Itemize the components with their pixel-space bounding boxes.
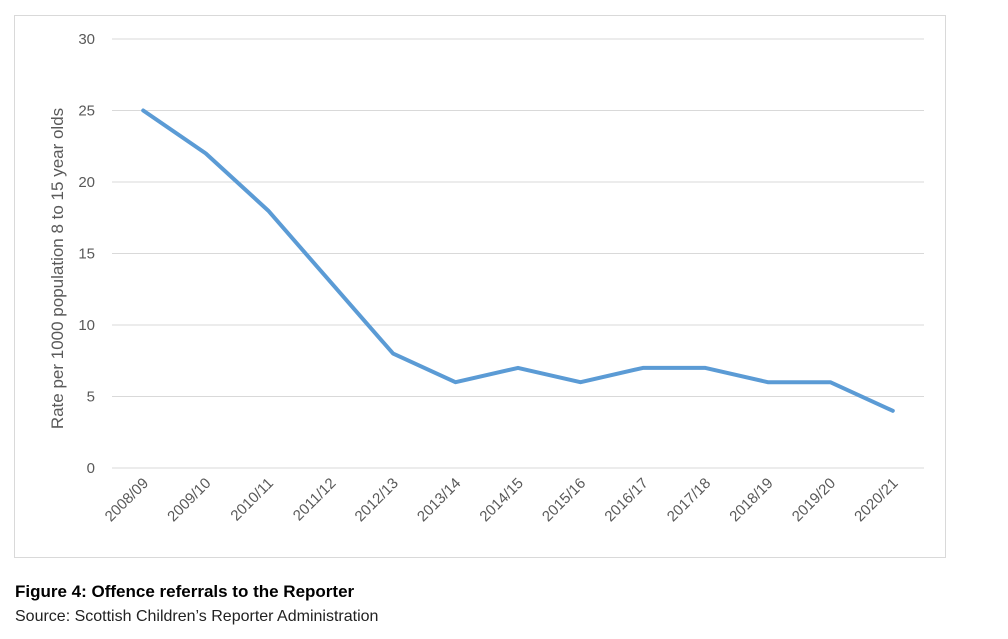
data-point bbox=[330, 281, 332, 283]
data-point bbox=[142, 110, 144, 111]
x-tick-label: 2013/14 bbox=[414, 475, 464, 525]
data-point bbox=[267, 210, 269, 212]
data-point bbox=[455, 381, 457, 383]
y-tick-label: 30 bbox=[78, 31, 95, 48]
series-line-0 bbox=[141, 108, 895, 413]
line-chart: 0 5 10 15 20 25 30 Rate per 1000 population 8 t… bbox=[48, 31, 924, 525]
data-point bbox=[767, 381, 769, 383]
data-point bbox=[892, 410, 894, 412]
y-tick-label: 20 bbox=[78, 174, 95, 191]
x-tick-label: 2019/20 bbox=[789, 475, 839, 525]
x-tick-label: 2009/10 bbox=[164, 475, 214, 525]
x-tick-label: 2008/09 bbox=[102, 475, 152, 525]
x-tick-label: 2016/17 bbox=[601, 475, 651, 525]
data-point bbox=[392, 353, 394, 355]
data-point bbox=[829, 381, 831, 383]
figure-title: Figure 4: Offence referrals to the Repor… bbox=[15, 582, 355, 601]
data-point bbox=[704, 367, 706, 369]
data-point bbox=[517, 367, 519, 369]
data-point bbox=[579, 381, 581, 383]
x-tick-label: 2010/11 bbox=[227, 475, 277, 525]
x-tick-label: 2015/16 bbox=[539, 475, 589, 525]
y-tick-label: 10 bbox=[78, 317, 95, 334]
x-tick-label: 2017/18 bbox=[664, 475, 714, 525]
x-tick-label: 2011/12 bbox=[290, 475, 340, 525]
x-tick-label: 2014/15 bbox=[476, 475, 526, 525]
y-tick-label: 15 bbox=[78, 246, 95, 263]
y-axis-title: Rate per 1000 population 8 to 15 year ol… bbox=[48, 108, 67, 429]
data-point bbox=[205, 152, 207, 154]
figure-source: Source: Scottish Children’s Reporter Adm… bbox=[15, 608, 379, 625]
data-point bbox=[642, 367, 644, 369]
y-tick-label: 0 bbox=[87, 460, 95, 477]
y-tick-label: 5 bbox=[87, 389, 95, 406]
y-tick-label: 25 bbox=[78, 103, 95, 120]
x-tick-label: 2020/21 bbox=[851, 475, 901, 525]
x-tick-label: 2012/13 bbox=[352, 475, 402, 525]
x-tick-label: 2018/19 bbox=[726, 475, 776, 525]
